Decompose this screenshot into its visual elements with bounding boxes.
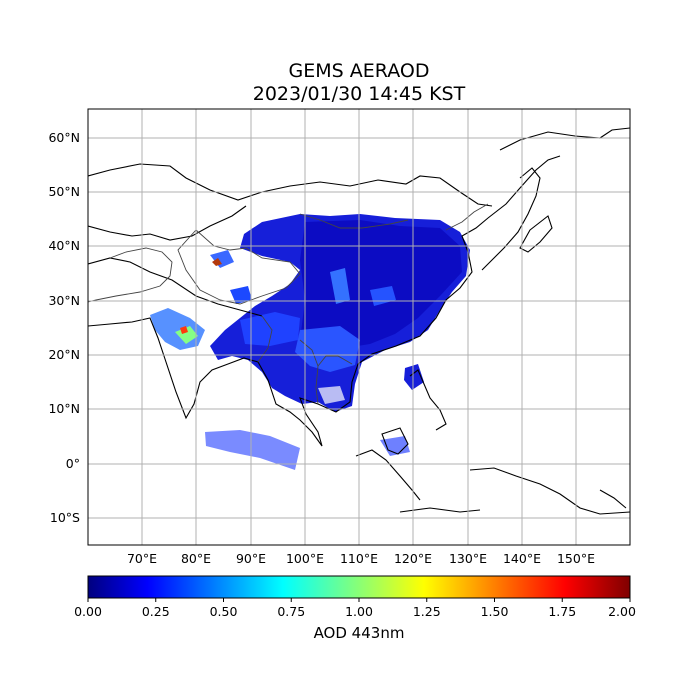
aod-field	[150, 214, 470, 470]
colorbar-tick-label: 2.00	[608, 604, 636, 619]
lon-tick-label: 130°E	[449, 551, 487, 566]
lat-tick-label: 10°S	[50, 510, 80, 525]
colorbar-ticks	[87, 598, 631, 602]
map-timestamp: 2023/01/30 14:45 KST	[252, 83, 466, 105]
lon-tick-label: 80°E	[181, 551, 211, 566]
colorbar-tick-label: 1.25	[413, 604, 441, 619]
colorbar-tick-label: 0.25	[142, 604, 170, 619]
lat-tick-label: 60°N	[48, 130, 80, 145]
colorbar-tick-label: 1.00	[345, 604, 373, 619]
lon-tick-label: 120°E	[394, 551, 432, 566]
lat-tick-label: 0°	[66, 456, 80, 471]
colorbar-tick-label: 1.75	[548, 604, 576, 619]
lon-tick-label: 90°E	[236, 551, 266, 566]
colorbar-label: AOD 443nm	[313, 624, 405, 642]
lat-tick-label: 40°N	[48, 238, 80, 253]
lon-tick-label: 70°E	[127, 551, 157, 566]
colorbar-tick-label: 0.00	[74, 604, 102, 619]
gridlines	[88, 109, 630, 545]
lat-tick-label: 10°N	[48, 401, 80, 416]
colorbar-tick-label: 0.50	[210, 604, 238, 619]
lat-tick-label: 30°N	[48, 293, 80, 308]
plot-frame	[87, 108, 631, 546]
colorbar	[87, 575, 631, 599]
lat-tick-label: 20°N	[48, 347, 80, 362]
lon-tick-label: 100°E	[286, 551, 324, 566]
lon-tick-label: 150°E	[557, 551, 595, 566]
lon-tick-label: 110°E	[340, 551, 378, 566]
lon-tick-label: 140°E	[503, 551, 541, 566]
map-title: GEMS AERAOD	[288, 60, 430, 82]
lat-tick-label: 50°N	[48, 184, 80, 199]
colorbar-tick-label: 1.50	[481, 604, 509, 619]
colorbar-tick-label: 0.75	[277, 604, 305, 619]
